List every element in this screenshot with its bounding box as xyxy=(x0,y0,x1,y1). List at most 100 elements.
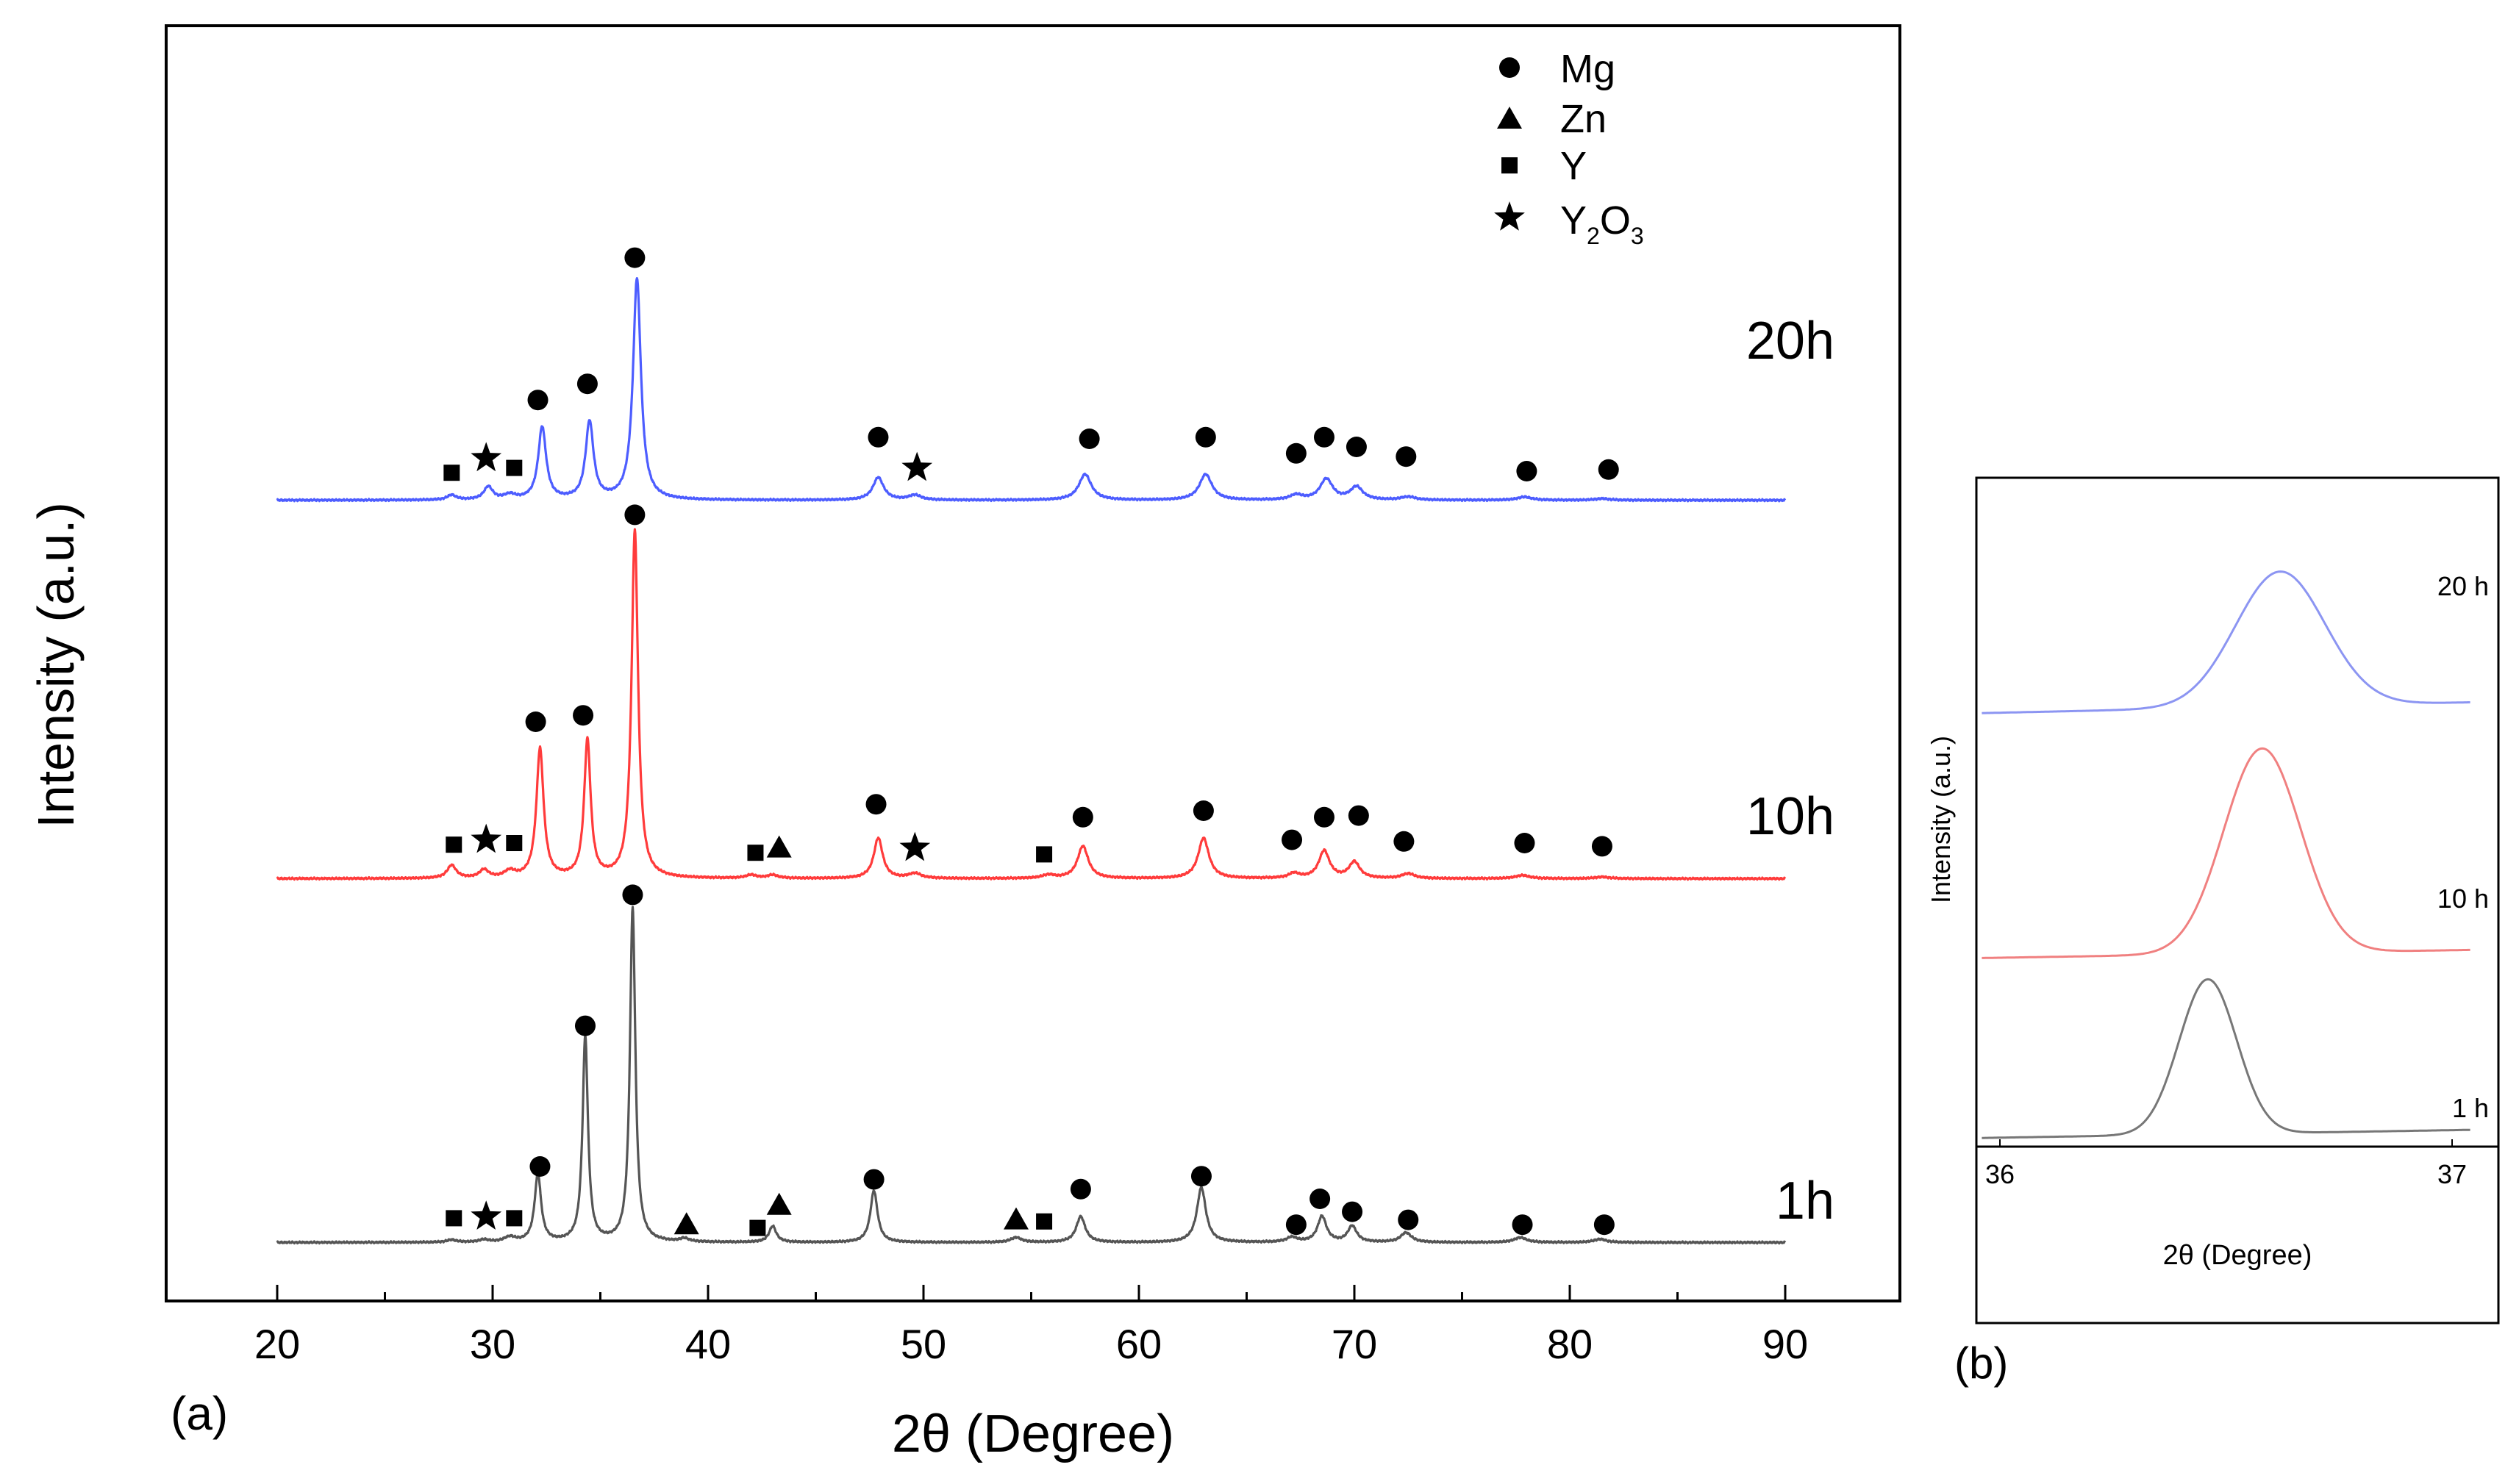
marker-mg-1h xyxy=(1512,1214,1533,1236)
marker-mg-10h xyxy=(865,794,887,815)
panel-a-legend: Mg Zn Y Y2O3 xyxy=(1494,47,1644,249)
zoom-curve-1h xyxy=(1982,978,2470,1139)
legend-y-marker xyxy=(1501,157,1518,173)
panel-b-plot-frame xyxy=(1975,476,2500,1325)
panel-b-x-axis-label: 2θ (Degree) xyxy=(2163,1240,2312,1271)
marker-mg-10h xyxy=(1393,831,1415,852)
marker-mg-1h xyxy=(1398,1209,1419,1230)
marker-mg-20h xyxy=(1516,461,1537,481)
marker-mg-10h xyxy=(1514,833,1535,853)
panel-a-x-tick-label: 80 xyxy=(1547,1321,1593,1367)
marker-y-20h xyxy=(443,465,460,481)
legend-y2o3-o: O xyxy=(1600,198,1631,243)
panel-a-x-tick-label: 70 xyxy=(1332,1321,1377,1367)
legend-mg-label: Mg xyxy=(1560,47,1615,91)
marker-mg-20h xyxy=(1285,442,1307,464)
marker-mg-20h xyxy=(1195,426,1216,448)
xrd-curve-20h xyxy=(276,277,1787,503)
panel-a-plot-frame xyxy=(165,24,1901,1302)
marker-y2o3-10h xyxy=(899,831,931,861)
zoom-curve-20h xyxy=(1982,570,2470,714)
panel-b-chart: 36 37 20 h 10 h 1 h 2θ (Degree) Intensity (… xyxy=(1926,476,2500,1388)
marker-mg-1h xyxy=(1070,1178,1091,1200)
marker-y2o3-20h xyxy=(901,451,933,481)
marker-zn-1h xyxy=(673,1212,699,1235)
marker-mg-20h xyxy=(1396,446,1417,467)
legend-y2o3-sub-3: 3 xyxy=(1631,223,1644,249)
marker-mg-1h xyxy=(529,1156,551,1177)
panel-a-x-tick-label: 20 xyxy=(254,1321,300,1367)
marker-y-1h xyxy=(446,1210,462,1227)
panel-b-curves xyxy=(1982,570,2470,1139)
zoom-series-label-1h: 1 h xyxy=(2452,1093,2489,1123)
panel-a-x-tick-label: 90 xyxy=(1762,1321,1808,1367)
panel-a-phase-markers xyxy=(443,247,1619,1236)
marker-mg-10h xyxy=(573,705,594,726)
panel-a-x-tick-label: 40 xyxy=(685,1321,731,1367)
panel-b-series-labels: 20 h 10 h 1 h xyxy=(2437,571,2489,1123)
series-label-10h: 10h xyxy=(1746,787,1834,846)
marker-y2o3-1h xyxy=(471,1200,502,1230)
zoom-series-label-20h: 20 h xyxy=(2437,571,2489,601)
panel-a-x-tick-label: 60 xyxy=(1116,1321,1162,1367)
marker-zn-1h xyxy=(766,1192,792,1215)
marker-y-10h xyxy=(1036,846,1053,863)
marker-mg-1h xyxy=(574,1015,596,1036)
marker-mg-20h xyxy=(576,373,598,395)
panel-b-y-axis-label: Intensity (a.u.) xyxy=(1926,736,1956,903)
marker-mg-1h xyxy=(1285,1214,1307,1236)
marker-mg-10h xyxy=(1072,806,1093,828)
marker-mg-10h xyxy=(624,504,646,526)
marker-mg-20h xyxy=(868,426,889,448)
panel-b-x-ticks: 36 37 xyxy=(1976,1139,2498,1189)
marker-y2o3-10h xyxy=(471,823,502,853)
marker-y-10h xyxy=(446,836,462,853)
zoom-series-label-10h: 10 h xyxy=(2437,883,2489,914)
marker-mg-20h xyxy=(1079,429,1100,449)
legend-y2o3-y: Y xyxy=(1560,198,1587,243)
marker-mg-10h xyxy=(1348,805,1369,826)
marker-mg-20h xyxy=(624,247,646,268)
marker-mg-10h xyxy=(1591,836,1612,857)
marker-y-10h xyxy=(747,845,764,861)
legend-zn-label: Zn xyxy=(1560,97,1607,141)
panel-b-label: (b) xyxy=(1954,1338,2008,1388)
xrd-curve-10h xyxy=(276,528,1787,881)
marker-mg-20h xyxy=(1598,459,1619,480)
panel-a-x-tick-label: 50 xyxy=(901,1321,946,1367)
panel-a-label: (a) xyxy=(171,1387,228,1440)
marker-mg-1h xyxy=(622,884,643,906)
series-label-20h: 20h xyxy=(1746,312,1834,370)
marker-mg-10h xyxy=(1313,806,1334,828)
panel-a-curves xyxy=(276,277,1787,1245)
marker-mg-20h xyxy=(1313,426,1334,448)
marker-mg-1h xyxy=(863,1169,885,1190)
marker-mg-10h xyxy=(1282,829,1303,850)
marker-zn-1h xyxy=(1003,1207,1029,1230)
panel-a-y-axis-label: Intensity (a.u.) xyxy=(27,502,85,828)
marker-mg-20h xyxy=(1346,437,1367,457)
series-label-1h: 1h xyxy=(1776,1172,1834,1230)
panel-b-x-tick-label: 37 xyxy=(2437,1159,2467,1189)
legend-y2o3-sub-2: 2 xyxy=(1587,223,1600,249)
panel-a-x-tick-label: 30 xyxy=(470,1321,515,1367)
marker-zn-10h xyxy=(766,835,792,858)
marker-y2o3-20h xyxy=(471,442,502,472)
zoom-curve-10h xyxy=(1982,747,2470,959)
panel-a-x-ticks: 20 30 40 50 60 70 80 90 xyxy=(254,1285,1808,1367)
marker-mg-1h xyxy=(1190,1166,1212,1187)
marker-mg-20h xyxy=(527,390,549,411)
legend-mg-marker xyxy=(1499,57,1520,78)
marker-mg-1h xyxy=(1593,1214,1615,1236)
marker-y-1h xyxy=(506,1210,523,1227)
panel-a-chart: 20 30 40 50 60 70 80 90 1h 10h 20h 2θ (Degree) In… xyxy=(27,24,1901,1463)
legend-y2o3-label: Y2O3 xyxy=(1560,198,1644,249)
legend-zn-marker xyxy=(1497,107,1522,129)
marker-y-20h xyxy=(506,459,523,476)
marker-mg-10h xyxy=(525,711,546,732)
legend-y-label: Y xyxy=(1560,144,1587,188)
panel-b-x-tick-label: 36 xyxy=(1985,1159,2015,1189)
marker-y-1h xyxy=(1036,1213,1053,1230)
panel-a-series-labels: 1h 10h 20h xyxy=(1746,312,1834,1230)
